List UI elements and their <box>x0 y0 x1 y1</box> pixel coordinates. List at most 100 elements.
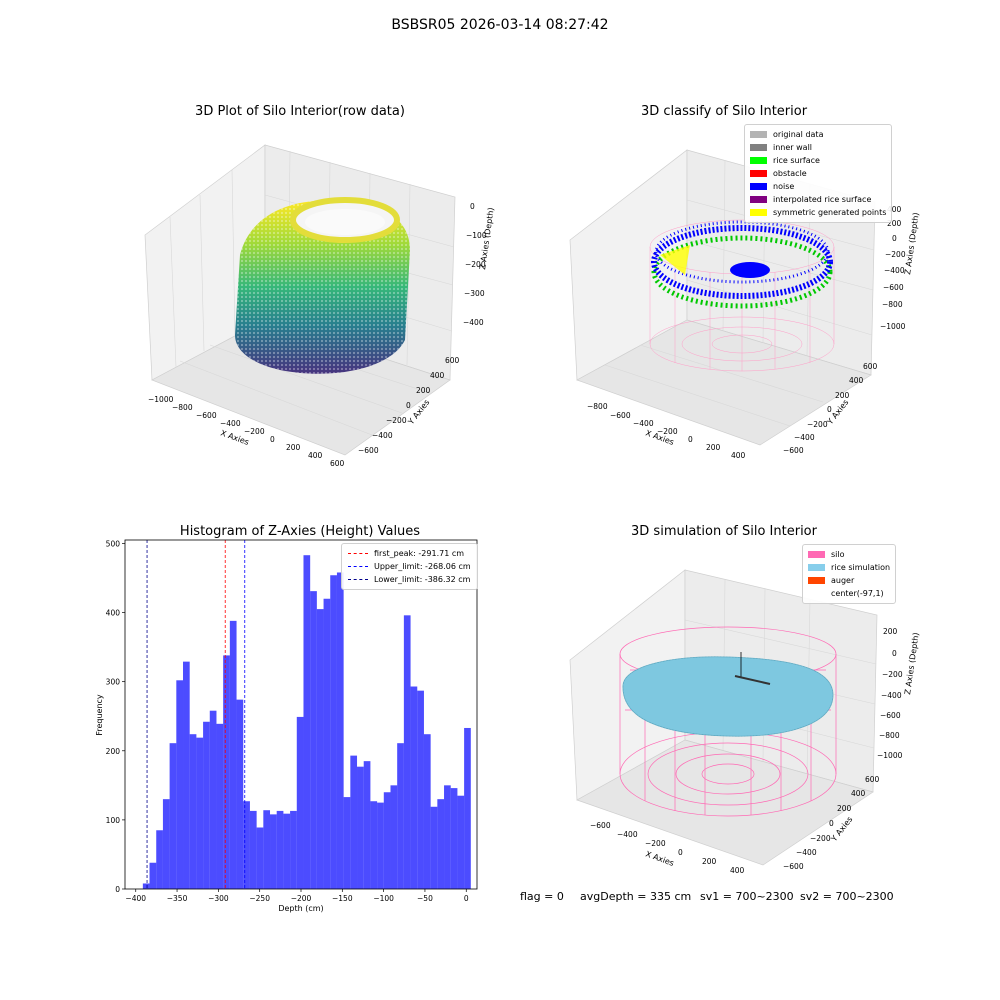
histogram-bar <box>390 785 398 889</box>
histogram-bar <box>270 814 277 889</box>
panel2-ytick: 0 <box>827 405 832 414</box>
legend-item: symmetric generated points <box>750 206 886 219</box>
panel1-xtick: −200 <box>244 427 265 436</box>
histogram-bar <box>142 883 150 889</box>
panel1-ytick: −200 <box>386 416 407 425</box>
legend-label: symmetric generated points <box>773 208 887 217</box>
panel2-ytick: −400 <box>794 433 815 442</box>
histogram-bar <box>397 743 404 889</box>
histogram-bar <box>343 797 351 889</box>
footer-sv1: sv1 = 700~2300 <box>700 890 794 903</box>
panel2-ztick: −800 <box>882 300 903 309</box>
histogram-bar <box>383 792 391 889</box>
legend-label: first_peak: -291.71 cm <box>374 549 465 558</box>
histogram-bar <box>169 743 177 889</box>
legend-label: auger <box>831 576 855 585</box>
legend-label: obstacle <box>773 169 807 178</box>
legend-line-sample <box>348 553 368 554</box>
panel1-ztick: −200 <box>465 260 486 269</box>
legend-label: noise <box>773 182 795 191</box>
panel4-xtick: 0 <box>678 848 683 857</box>
histogram-xtick-label: −150 <box>332 894 353 903</box>
panel2-ztick: −1000 <box>880 322 906 331</box>
legend-swatch <box>750 157 767 164</box>
legend-label: rice simulation <box>831 563 891 572</box>
histogram-xtick-label: −100 <box>373 894 394 903</box>
panel4-ztick: −200 <box>882 670 903 679</box>
legend-label: Lower_limit: -386.32 cm <box>374 575 471 584</box>
panel4-ztick: −800 <box>879 731 900 740</box>
legend-item: Lower_limit: -386.32 cm <box>348 573 471 586</box>
panel4-ztick: −1000 <box>877 751 903 760</box>
panel4-ytick: 0 <box>829 819 834 828</box>
legend-swatch <box>750 183 767 190</box>
histogram-bar <box>263 810 271 889</box>
panel4-xtick: −200 <box>645 839 666 848</box>
histogram-bar <box>223 655 230 889</box>
panel2-zlabel: Z Axies (Depth) <box>903 212 921 275</box>
footer-flag: flag = 0 <box>520 890 564 903</box>
histogram-ytick-label: 100 <box>106 816 121 825</box>
histogram-bar <box>296 716 304 889</box>
panel2-ytick: −200 <box>807 420 828 429</box>
panel2-xtick: 400 <box>731 451 746 460</box>
histogram-bar <box>209 710 217 889</box>
histogram-bar <box>229 620 237 889</box>
legend-item: center(-97,1) <box>808 587 890 600</box>
panel1-ytick: 0 <box>406 401 411 410</box>
panel2-xtick: −800 <box>587 402 608 411</box>
legend-label: rice surface <box>773 156 820 165</box>
panel2-ztick: −600 <box>883 283 904 292</box>
panel2-ztick: −200 <box>885 250 906 259</box>
legend-swatch <box>750 196 767 203</box>
histogram-bar <box>464 727 471 889</box>
histogram-bar <box>216 723 224 889</box>
panel1-ztick: −100 <box>466 231 487 240</box>
panel3-histogram: −400 −350 −300 −250 −200 −150 −100 −50 0 0 100 200… <box>95 539 478 913</box>
histogram-bar <box>323 598 331 889</box>
histogram-bar <box>236 699 244 889</box>
legend-swatch <box>750 144 767 151</box>
panel1-xtick: −800 <box>172 403 193 412</box>
histogram-ytick-label: 400 <box>106 609 121 618</box>
panel2-ytick: −600 <box>783 446 804 455</box>
legend-swatch <box>750 209 767 216</box>
histogram-bar <box>149 862 157 889</box>
panel4-xtick: −400 <box>617 830 638 839</box>
histogram-bar <box>156 830 163 889</box>
histogram-bar <box>410 686 418 889</box>
panel2-title: 3D classify of Silo Interior <box>640 104 808 119</box>
histogram-bar <box>290 810 297 889</box>
histogram-bar <box>457 795 465 889</box>
legend-item: silo <box>808 548 890 561</box>
histogram-bar <box>450 788 458 889</box>
legend-item: original data <box>750 128 886 141</box>
histogram-bar <box>189 734 197 889</box>
histogram-bar <box>196 737 204 889</box>
panel2-xtick: 0 <box>688 435 693 444</box>
histogram-bar <box>303 555 311 889</box>
histogram-bar <box>336 572 344 889</box>
legend-swatch <box>750 131 767 138</box>
panel1-ytick: 200 <box>416 386 431 395</box>
panel4-ztick: −600 <box>880 711 901 720</box>
histogram-ytick-label: 200 <box>106 747 121 756</box>
panel2-ztick: −400 <box>884 266 905 275</box>
panel4-3d-plot: 200 0 −200 −400 −600 −800 −1000 Z Axies … <box>569 569 921 875</box>
histogram-xtick-label: −250 <box>249 894 270 903</box>
legend-label: silo <box>831 550 845 559</box>
legend-label: interpolated rice surface <box>773 195 872 204</box>
histogram-bar <box>243 801 250 889</box>
histogram-bar <box>350 755 358 889</box>
panel4-xtick: 200 <box>702 857 717 866</box>
histogram-xtick-label: −350 <box>167 894 188 903</box>
histogram-bar <box>370 801 378 889</box>
panel1-xtick: 0 <box>270 435 275 444</box>
histogram-xlabel: Depth (cm) <box>278 904 323 913</box>
histogram-bar <box>203 721 210 889</box>
histogram-bar <box>403 615 411 889</box>
panel4-ytick: 400 <box>851 789 866 798</box>
panel4-title: 3D simulation of Silo Interior <box>631 524 817 539</box>
histogram-bar <box>256 827 264 889</box>
legend-item: Upper_limit: -268.06 cm <box>348 560 471 573</box>
